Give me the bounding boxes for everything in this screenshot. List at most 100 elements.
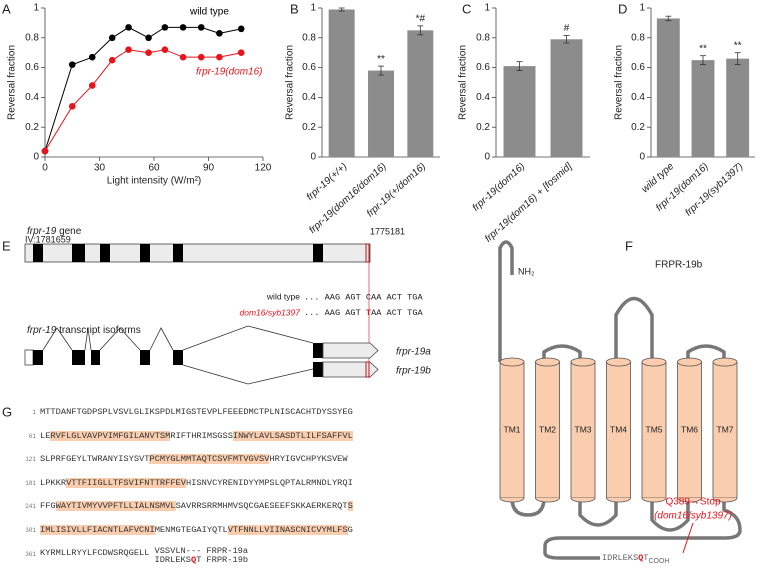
- tm-helix-bottom: [570, 497, 596, 503]
- sequence-row: 181 LPKKRVTTFIIGLLTFSVIFNTTRFFEVHISNVCYRE…: [0, 477, 400, 489]
- segment: G: [347, 525, 353, 535]
- x-tick-label: 30: [94, 163, 106, 174]
- protein-topology: FRPR-19b NH₂ TM1 TM2 TM3 TM4 TM5 TM6 TM7 Q389→…: [498, 240, 742, 565]
- segment: KYRMLLRYYLFCDWSRQGELL: [40, 547, 150, 558]
- tm-helix-top: [535, 357, 560, 367]
- gene-end: 1775181: [370, 226, 405, 236]
- data-point: [108, 56, 116, 64]
- isoform-name: FRPR-19a: [206, 545, 249, 556]
- tm-helix-bottom: [606, 497, 631, 503]
- segment: SAVRRSRRMHMVSQCGAESEEFSKKAERKERQT: [175, 501, 348, 512]
- y-tick-label: 0.6: [631, 62, 645, 73]
- segment: IDRLEKS: [154, 554, 191, 565]
- residue-number: 121: [25, 456, 36, 464]
- residue-number: 301: [25, 527, 36, 534]
- segment: HRYIGVCHPYKSVEW: [269, 454, 348, 465]
- y-tick-label: 0.6: [25, 62, 39, 73]
- sequence-row: 121 SLPRFGEYLTWRANYISYSVTPCMYGLMMTAQTCSVF…: [0, 453, 400, 465]
- y-tick-label: 0.4: [476, 92, 490, 103]
- panel-letter: D: [618, 1, 627, 16]
- data-point: [216, 53, 223, 61]
- tm-label: TM2: [539, 424, 556, 434]
- segment: MENMGTEGAIYQTL: [154, 525, 228, 535]
- y-tick-label: 0.2: [476, 122, 490, 133]
- y-tick-label: 0.6: [302, 62, 316, 73]
- y-tick-label: 0: [484, 152, 490, 163]
- y-axis-label: Reversal fraction: [7, 45, 18, 120]
- segment: LPKKR: [40, 477, 67, 488]
- gene-bar: [24, 243, 371, 263]
- segment: LE: [40, 430, 51, 441]
- sequence-row: 61 LERVFLGLVAVPVIMFGILANVTSMRIFTHRIMSGSSI…: [0, 430, 400, 442]
- bar: [726, 58, 750, 157]
- gene-start: IV:1781659: [25, 234, 71, 244]
- y-axis-label: Reversal fraction: [285, 45, 296, 120]
- data-point: [145, 34, 152, 42]
- significance-label: #: [564, 23, 570, 34]
- tm-segment: WAYTIVMYVVPFTLLIALNSMVL: [55, 501, 176, 512]
- mutation-exon: [365, 243, 370, 263]
- data-point: [125, 24, 132, 31]
- segment: T: [196, 554, 202, 565]
- x-tick-label: 60: [148, 163, 160, 174]
- significance-label: *#: [416, 14, 426, 25]
- tm-helix-top: [641, 357, 667, 367]
- category-label: frpr-19(dom16) + [fosmid]: [483, 161, 574, 245]
- y-tick-label: 0.8: [476, 32, 490, 43]
- panel-letter: A: [2, 1, 11, 16]
- tm-helices: TM1 TM2 TM3 TM4 TM5 TM6 TM7: [499, 357, 738, 503]
- mutant-label: dom16/syb1397: [240, 307, 301, 317]
- tm-label: TM4: [610, 424, 627, 434]
- tm-segment: INWYLAVLSASDTLILFSAFFVL: [232, 430, 353, 441]
- segment: RIFTHRIMSGSS: [170, 430, 233, 441]
- series-line: [44, 26, 242, 152]
- y-tick-label: 1: [33, 3, 39, 14]
- y-tick-label: 0.2: [302, 122, 316, 133]
- allele-label: (dom16/syb1397): [654, 511, 732, 522]
- residue-number: 361: [25, 550, 36, 558]
- y-tick-label: 1: [310, 3, 316, 14]
- tm-helix: [677, 361, 702, 499]
- y-tick-label: 0: [310, 152, 316, 163]
- x-tick-label: 0: [42, 163, 48, 174]
- isoform-name: FRPR-19b: [206, 554, 249, 565]
- data-point: [108, 34, 116, 42]
- sequence-row: 301 IMLISIVLLFIACNTLAFVCNIMENMGTEGAIYQTLV…: [0, 524, 400, 536]
- bar: [691, 60, 715, 157]
- data-point: [88, 53, 96, 61]
- tm-helix-top: [499, 357, 525, 367]
- residues: LPKKRVTTFIIGLLTFSVIFNTTRFFEVHISNVCYRENID…: [40, 477, 353, 489]
- data-point: [216, 30, 223, 37]
- sequence-row: 241 FFGWAYTIVMYVVPFTLLIALNSMVLSAVRRSRRMHM…: [0, 500, 400, 512]
- data-point: [237, 49, 245, 56]
- y-tick-label: 0.8: [631, 32, 645, 43]
- tm-helix: [499, 361, 525, 499]
- y-tick-label: 0.4: [302, 92, 316, 103]
- c-term-seq: IDRLEKSQTCOOH: [602, 553, 669, 565]
- residue-number: 181: [25, 479, 36, 487]
- wild-type-seq: ... AAG AGT CAA ACT TGA: [304, 292, 423, 302]
- tm-helix: [535, 361, 560, 499]
- data-point: [197, 53, 205, 61]
- isoform-tails: VSSVLN--- FRPR-19a IDRLEKSQT FRPR-19b: [154, 545, 249, 565]
- y-tick-label: 0.8: [302, 32, 316, 43]
- panel-letter: B: [290, 1, 299, 16]
- residues: MTTDANFTGDPSPLVSVLGLIKSPDLMIGSTEVPLFEEED…: [40, 406, 353, 418]
- significance-label: **: [377, 54, 385, 65]
- wild-type-label: wild type: [266, 291, 300, 301]
- tm-label: TM5: [646, 424, 663, 434]
- protein-title: FRPR-19b: [655, 260, 703, 271]
- segment: FFG: [40, 501, 56, 512]
- residue-number: 241: [25, 503, 36, 511]
- tm-helix-bottom: [712, 497, 738, 503]
- bar: [407, 30, 434, 158]
- segment: SLPRFGEYLTWRANYISYSVT: [40, 454, 150, 465]
- tm-helix-bottom: [535, 497, 560, 503]
- data-point: [145, 49, 152, 56]
- exons: [33, 244, 323, 262]
- bar: [328, 9, 355, 157]
- isoform-tail: IDRLEKSQT FRPR-19b: [154, 554, 249, 565]
- mutant-seq: ... AAG AGT TAA ACT TGA: [304, 308, 423, 318]
- residues: KYRMLLRYYLFCDWSRQGELL VSSVLN--- FRPR-19a ID…: [40, 545, 249, 565]
- significance-label: **: [734, 40, 742, 51]
